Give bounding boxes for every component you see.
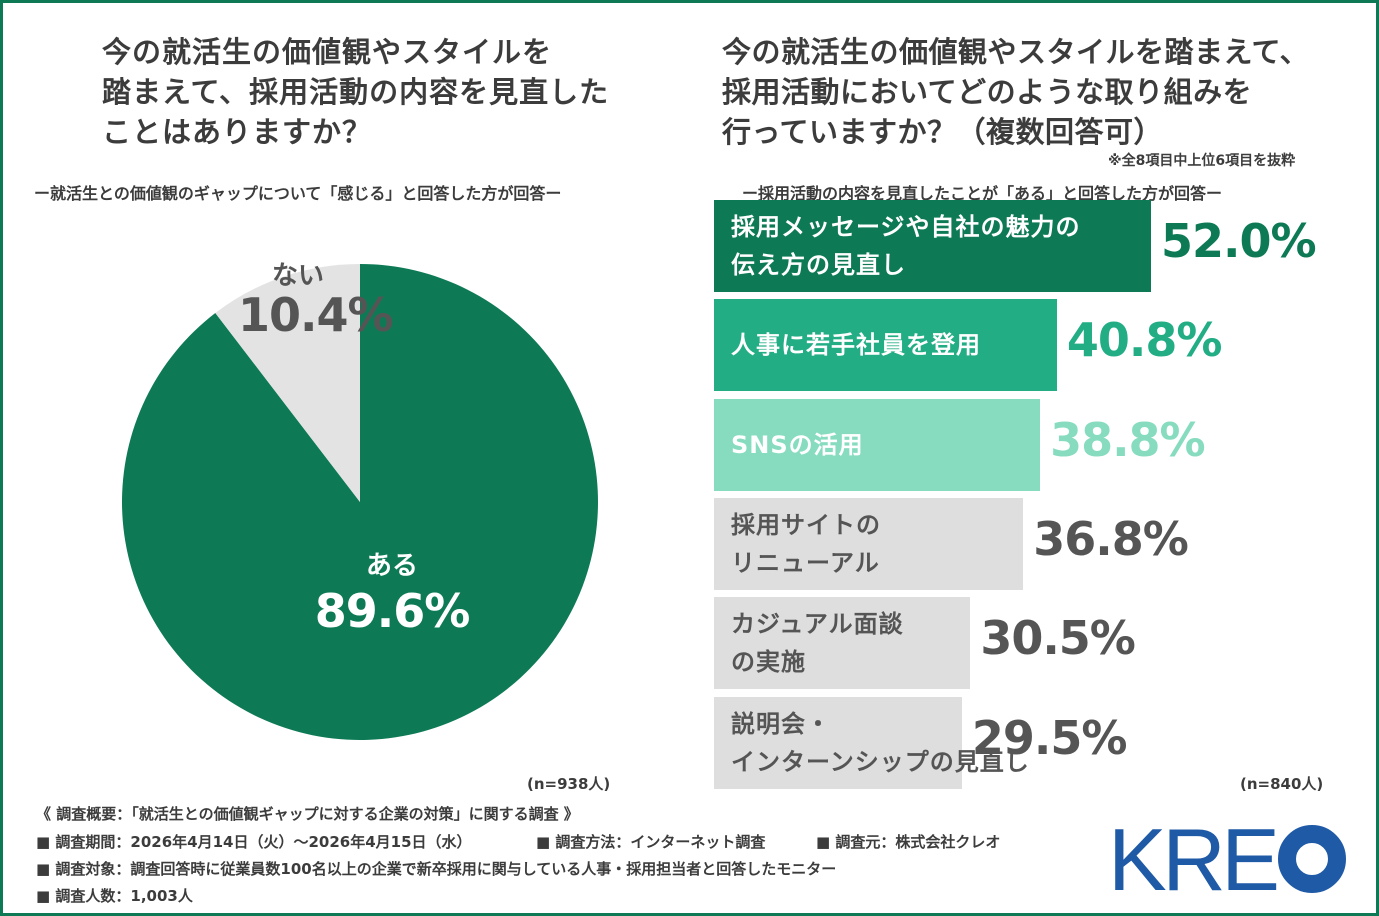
right-title-line: 採用活動においてどのような取り組みを xyxy=(722,75,1253,109)
left-title-line: ことはありますか？ xyxy=(102,115,373,149)
right-title-line: 行っていますか？（複数回答可） xyxy=(722,115,1164,149)
bar-label-4-line: カジュアル面談 xyxy=(731,610,904,639)
pie-label-aru-value: 89.6% xyxy=(314,584,471,638)
right-question-title: 今の就活生の価値観やスタイルを踏まえて、 採用活動においてどのような取り組みを … xyxy=(722,32,1309,152)
bar-0 xyxy=(714,200,1151,292)
pie-chart xyxy=(121,264,598,740)
right-title-line: 今の就活生の価値観やスタイルを踏まえて、 xyxy=(722,35,1310,69)
bar-label-2-line: SNSの活用 xyxy=(731,430,864,459)
bar-value-1: 40.8% xyxy=(1066,313,1223,368)
pie-label-aru: ある 89.6% xyxy=(312,545,472,638)
bar-label-5-line: 説明会・ xyxy=(731,709,831,738)
survey-method: ■ 調査方法：インターネット調査 xyxy=(536,833,766,851)
bar-label-4-line: の実施 xyxy=(731,648,806,677)
bar-value-5: 29.5% xyxy=(971,710,1128,765)
right-note: ※全8項目中上位6項目を抜粋 xyxy=(1108,153,1296,169)
bar-label-3-line: リニューアル xyxy=(731,548,880,577)
kreo-logo-letters: KRE xyxy=(1108,818,1346,898)
kreo-logo-o-ring xyxy=(1278,825,1346,893)
bar-value-3: 36.8% xyxy=(1033,511,1189,566)
pie-label-nai-value: 10.4% xyxy=(238,288,394,342)
survey-count: ■ 調査人数：1,003人 xyxy=(36,887,193,905)
bar-value-0: 52.0% xyxy=(1161,214,1317,268)
bar-label-1-line: 人事に若手社員を登用 xyxy=(731,331,981,360)
pie-slice-aru xyxy=(121,264,598,740)
survey-target: ■ 調査対象：調査回答時に従業員数100名以上の企業で新卒採用に関与している人事… xyxy=(36,860,837,878)
bar-value-4: 30.5% xyxy=(980,611,1136,666)
pie-label-aru-text: ある xyxy=(365,551,418,581)
bar-label-0-line: 伝え方の見直し xyxy=(731,251,906,279)
survey-overview: 《 調査概要：「就活生との価値観ギャップに対する企業の対策」に関する調査 》 xyxy=(36,805,579,823)
bar-4 xyxy=(714,597,971,690)
bar-1 xyxy=(714,299,1057,392)
right-subtitle: ー採用活動の内容を見直したことが「ある」と回答した方が回答ー xyxy=(742,184,1223,203)
bar-label-5: 説明会・ インターンシップの見直し xyxy=(731,705,1030,781)
left-sample-size: (n=938人) xyxy=(527,775,611,793)
bar-label-4: カジュアル面談 の実施 xyxy=(731,605,904,681)
survey-period: ■ 調査期間：2026年4月14日（火）～2026年4月15日（水） xyxy=(36,833,472,851)
bar-2 xyxy=(714,398,1041,491)
bar-5 xyxy=(714,696,962,789)
survey-source: ■ 調査元：株式会社クレオ xyxy=(816,833,1001,851)
bar-label-0-line: 採用メッセージや自社の魅力の xyxy=(731,213,1081,241)
bar-3 xyxy=(714,497,1024,590)
left-title-line: 踏まえて、採用活動の内容を見直した xyxy=(102,75,610,109)
bar-label-1: 人事に若手社員を登用 xyxy=(731,326,981,364)
pie-label-nai: ない 10.4% xyxy=(238,255,394,342)
bar-label-2: SNSの活用 xyxy=(731,426,864,464)
left-subtitle: ー就活生との価値観のギャップについて「感じる」と回答した方が回答ー xyxy=(34,184,562,203)
left-question-title: 今の就活生の価値観やスタイルを 踏まえて、採用活動の内容を見直した ことはありま… xyxy=(102,32,609,152)
bar-label-3: 採用サイトの リニューアル xyxy=(731,506,881,582)
pie-label-nai-text: ない xyxy=(271,261,324,291)
pie-slice-nai xyxy=(215,264,360,502)
bar-label-5-line: インターンシップの見直し xyxy=(731,747,1030,776)
bar-value-2: 38.8% xyxy=(1050,412,1206,467)
kreo-logo-kre-text: KRE xyxy=(1108,818,1280,898)
right-sample-size: (n=840人) xyxy=(1240,775,1324,793)
left-title-line: 今の就活生の価値観やスタイルを xyxy=(102,35,553,69)
kreo-logo: KRE xyxy=(1108,818,1346,898)
bar-label-0: 採用メッセージや自社の魅力の 伝え方の見直し xyxy=(731,208,1081,284)
bar-label-3-line: 採用サイトの xyxy=(731,510,881,539)
